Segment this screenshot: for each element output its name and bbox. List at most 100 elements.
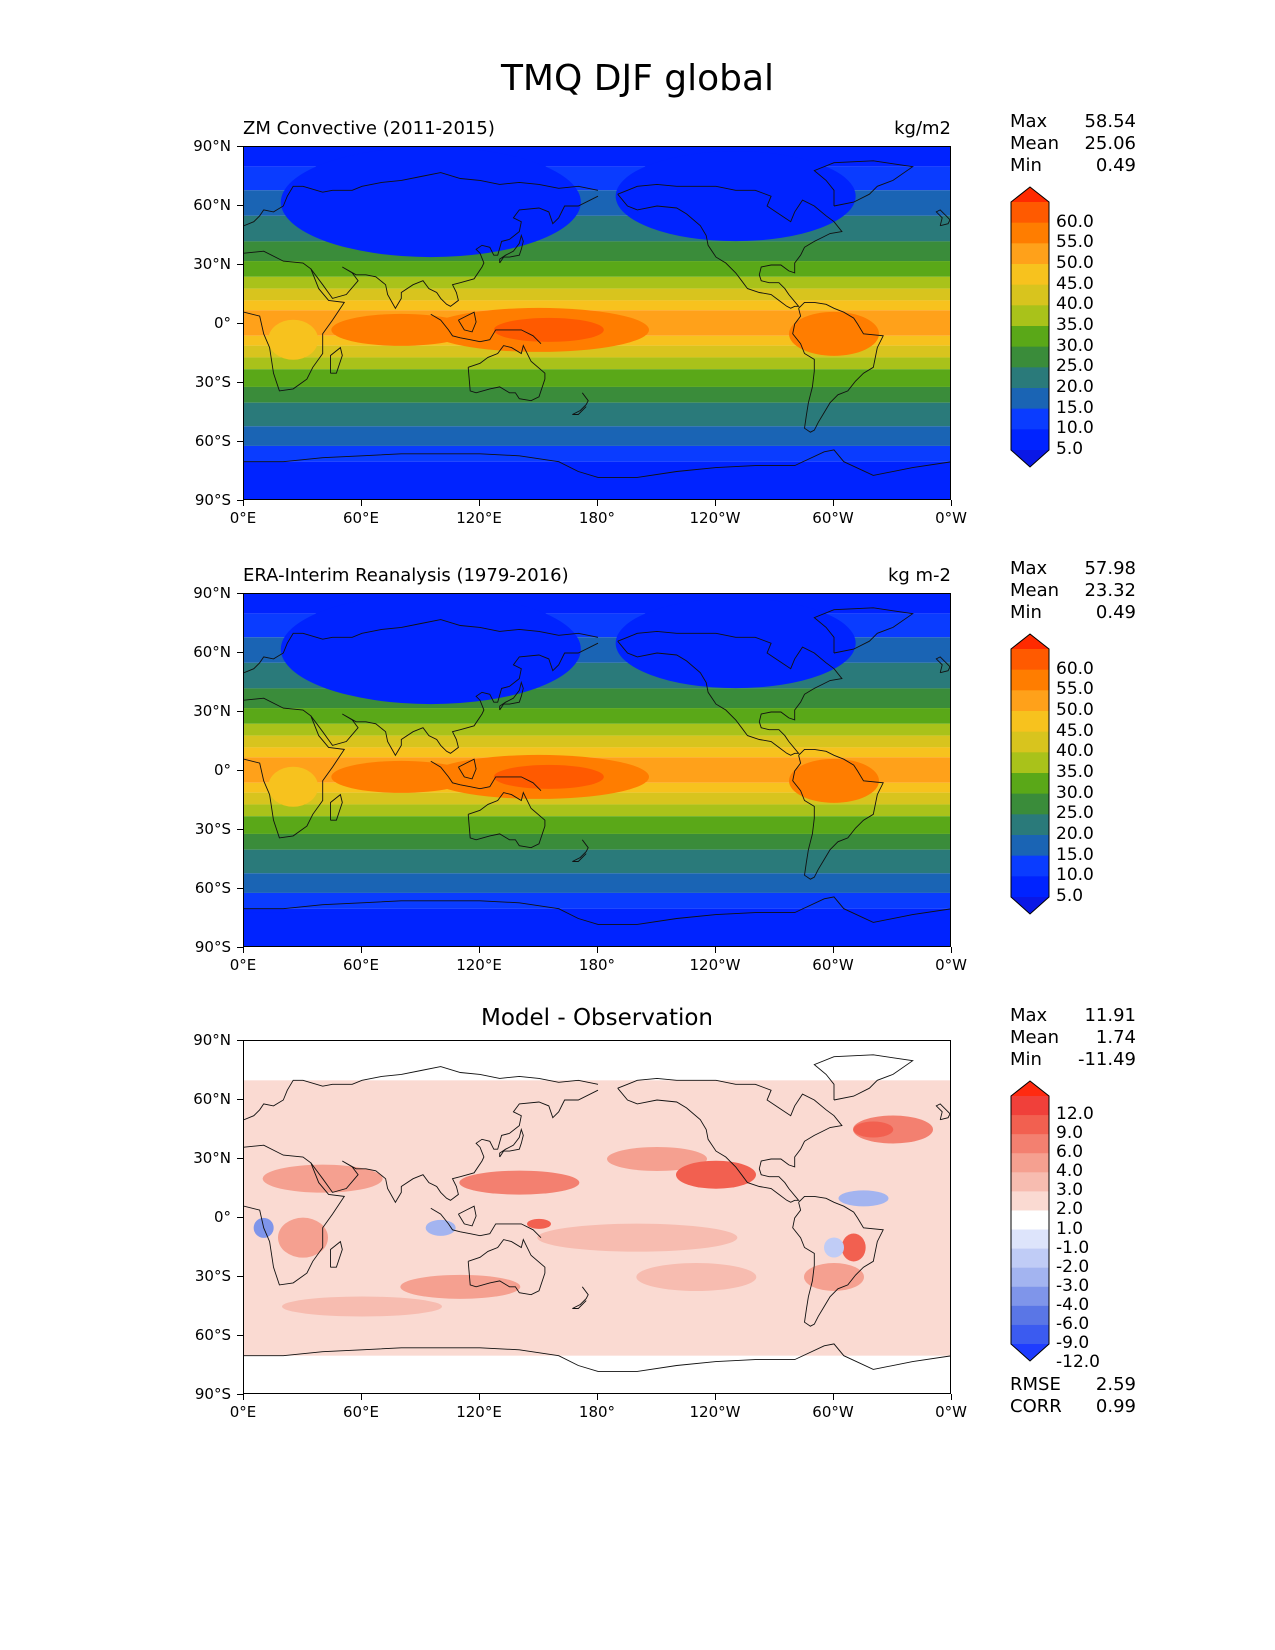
stat-value: -11.49 (1077, 1049, 1136, 1070)
stat-row: Min 0.49 (1010, 155, 1136, 177)
coastline (244, 619, 599, 674)
stat-label: Mean (1010, 1027, 1060, 1048)
lon-tick-label: 60°W (812, 509, 854, 527)
colorbar-label: 50.0 (1056, 253, 1094, 273)
metric-label: RMSE (1010, 1374, 1061, 1395)
stat-row: Max 58.54 (1010, 111, 1136, 133)
lon-tick-label: 0°E (229, 1403, 257, 1421)
coastline (310, 1089, 599, 1204)
colorbar-segment (1011, 367, 1049, 389)
colorbar-label: 4.0 (1056, 1161, 1084, 1182)
colorbar-label: 55.0 (1056, 232, 1094, 253)
colorbar-segment (1011, 711, 1049, 733)
lat-tick-label: 30°S (194, 1267, 231, 1285)
colorbar-label: 25.0 (1056, 356, 1094, 377)
lat-tick (237, 711, 243, 712)
heatmap-band (244, 833, 950, 850)
panel-title: Model - Observation (480, 1005, 714, 1031)
coastline (935, 656, 950, 674)
lon-tick-label: 60°E (342, 1403, 380, 1421)
coastline (935, 209, 950, 227)
lon-tick-label: 120°E (456, 956, 502, 974)
stat-row: Mean 25.06 (1010, 133, 1136, 155)
colorbar-extend-bottom (1011, 1344, 1049, 1361)
heatmap-region (607, 1147, 707, 1171)
colorbar-outline (1010, 186, 1050, 468)
heatmap-band (244, 357, 950, 370)
heatmap-band (244, 804, 950, 817)
lat-tick (237, 146, 243, 147)
colorbar-segment (1011, 649, 1049, 671)
colorbar-label: 6.0 (1056, 1142, 1084, 1163)
colorbar-segment (1011, 222, 1049, 244)
lon-tick-label: 120°W (689, 1403, 741, 1421)
colorbar-segment (1011, 243, 1049, 265)
colorbar-segment (1011, 202, 1049, 224)
heatmap-band (244, 465, 950, 499)
lat-tick-label: 90°S (194, 938, 231, 956)
heatmap-band (244, 735, 950, 748)
lon-tick-label: 60°W (812, 956, 854, 974)
colorbar-label: 9.0 (1056, 1123, 1084, 1144)
heatmap-region (282, 1296, 442, 1317)
lat-tick-label: 60°S (194, 879, 231, 897)
metric-label: CORR (1010, 1396, 1062, 1417)
lon-tick-label: 60°E (342, 509, 380, 527)
lat-tick (237, 500, 243, 501)
stat-row: Mean 1.74 (1010, 1027, 1136, 1049)
lat-tick (237, 947, 243, 948)
coastline (499, 1127, 524, 1158)
lat-tick-label: 60°N (193, 643, 231, 661)
colorbar-segment (1011, 1172, 1049, 1192)
colorbar-label: 5.0 (1056, 439, 1084, 459)
colorbar-segment (1011, 408, 1049, 430)
lat-tick (237, 264, 243, 265)
heatmap-band (244, 892, 950, 909)
colorbar-label: 2.0 (1056, 1199, 1084, 1220)
lon-tick (361, 1394, 362, 1400)
lat-tick-label: 90°S (194, 491, 231, 509)
heatmap-band (244, 345, 950, 358)
heatmap-band (244, 708, 950, 724)
stat-label: Max (1010, 558, 1048, 579)
colorbar (1010, 186, 1050, 468)
panel-title: ZM Convective (2011-2015) (243, 118, 495, 139)
map-panel (243, 1040, 951, 1394)
lon-tick (715, 500, 716, 506)
colorbar-segment (1011, 669, 1049, 691)
coastline (310, 642, 599, 757)
stat-label: Mean (1010, 133, 1060, 154)
colorbar-label: 35.0 (1056, 762, 1094, 782)
lon-tick (243, 1394, 244, 1400)
lon-tick (479, 947, 480, 953)
lon-tick (243, 947, 244, 953)
lat-tick-label: 90°S (194, 1385, 231, 1403)
colorbar-label: 10.0 (1056, 418, 1094, 439)
lat-tick (237, 888, 243, 889)
stat-value: 11.91 (1084, 1005, 1136, 1026)
colorbar-segment (1011, 1267, 1049, 1288)
lon-tick (597, 1394, 598, 1400)
lat-tick-label: 90°N (193, 584, 231, 602)
stat-value: 0.49 (1095, 602, 1136, 623)
coastline (310, 195, 599, 310)
heatmap-region (331, 313, 472, 346)
lat-tick (237, 829, 243, 830)
heatmap-band (244, 723, 950, 736)
lon-tick (951, 500, 952, 506)
units-label: kg/m2 (894, 118, 951, 139)
lat-tick (237, 593, 243, 594)
lon-tick-label: 0°W (935, 956, 967, 974)
colorbar-segment (1011, 1210, 1049, 1231)
stat-row: Max 11.91 (1010, 1005, 1136, 1027)
lat-tick (237, 1040, 243, 1041)
coastline (813, 160, 914, 207)
lon-tick (715, 1394, 716, 1400)
stat-row: Max 57.98 (1010, 558, 1136, 580)
heatmap-region (280, 147, 581, 258)
colorbar-segment (1011, 1324, 1049, 1345)
lon-tick (951, 1394, 952, 1400)
colorbar-segment (1011, 326, 1049, 348)
lat-tick-label: 30°S (194, 373, 231, 391)
colorbar-segment (1011, 731, 1049, 753)
